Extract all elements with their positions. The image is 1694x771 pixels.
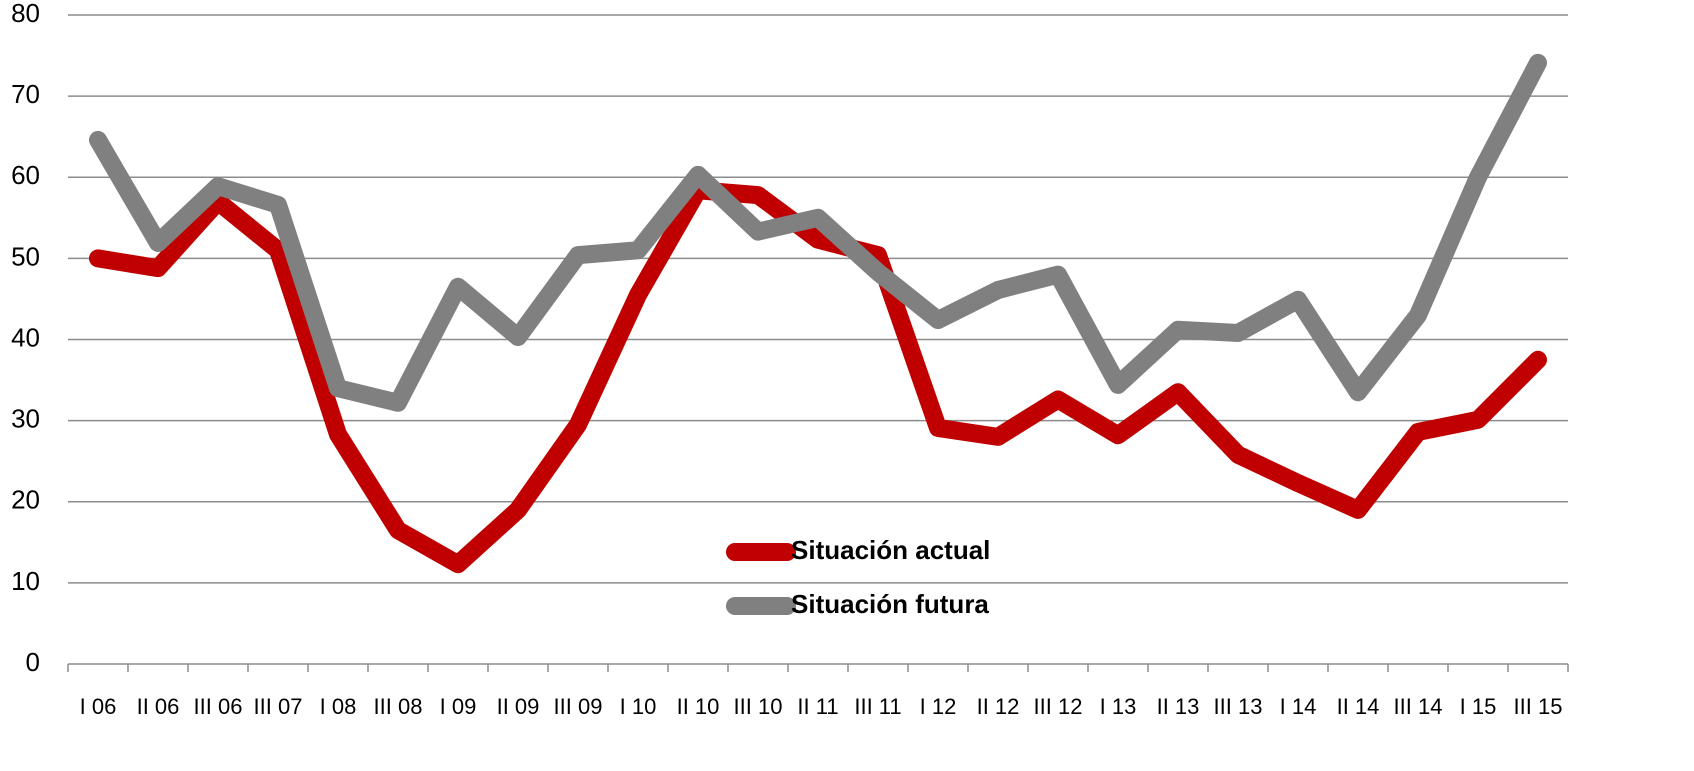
x-tick-label: I 10 bbox=[620, 694, 657, 719]
x-tick-label: III 12 bbox=[1034, 694, 1083, 719]
legend-label: Situación actual bbox=[791, 535, 990, 565]
x-tick-label: I 12 bbox=[920, 694, 957, 719]
x-tick-label: I 09 bbox=[440, 694, 477, 719]
x-tick-label: III 10 bbox=[734, 694, 783, 719]
y-tick-label: 60 bbox=[11, 160, 40, 190]
y-tick-label: 50 bbox=[11, 241, 40, 271]
y-tick-label: 70 bbox=[11, 79, 40, 109]
y-tick-label: 0 bbox=[26, 647, 40, 677]
y-tick-label: 30 bbox=[11, 404, 40, 434]
x-tick-label: III 13 bbox=[1214, 694, 1263, 719]
x-tick-label: III 08 bbox=[374, 694, 423, 719]
x-tick-label: III 09 bbox=[554, 694, 603, 719]
legend-label: Situación futura bbox=[791, 589, 989, 619]
x-tick-label: II 11 bbox=[797, 694, 838, 719]
x-tick-label: II 13 bbox=[1157, 694, 1200, 719]
x-tick-label: II 14 bbox=[1337, 694, 1380, 719]
x-tick-label: III 07 bbox=[254, 694, 303, 719]
x-tick-label: II 10 bbox=[677, 694, 720, 719]
x-tick-label: III 14 bbox=[1394, 694, 1443, 719]
x-tick-label: I 15 bbox=[1460, 694, 1497, 719]
x-tick-label: I 14 bbox=[1280, 694, 1317, 719]
x-tick-label: III 06 bbox=[194, 694, 243, 719]
x-tick-label: III 11 bbox=[854, 694, 901, 719]
x-tick-label: I 08 bbox=[320, 694, 357, 719]
x-tick-label: II 12 bbox=[977, 694, 1020, 719]
y-tick-label: 40 bbox=[11, 322, 40, 352]
x-tick-label: I 13 bbox=[1100, 694, 1137, 719]
y-tick-label: 20 bbox=[11, 485, 40, 515]
y-tick-label: 80 bbox=[11, 0, 40, 28]
series-line bbox=[89, 181, 1547, 574]
x-tick-label: II 06 bbox=[137, 694, 180, 719]
x-tick-label: III 15 bbox=[1514, 694, 1563, 719]
series-line bbox=[89, 53, 1547, 412]
y-tick-label: 10 bbox=[11, 566, 40, 596]
x-tick-label: II 09 bbox=[497, 694, 540, 719]
x-tick-label: I 06 bbox=[80, 694, 117, 719]
